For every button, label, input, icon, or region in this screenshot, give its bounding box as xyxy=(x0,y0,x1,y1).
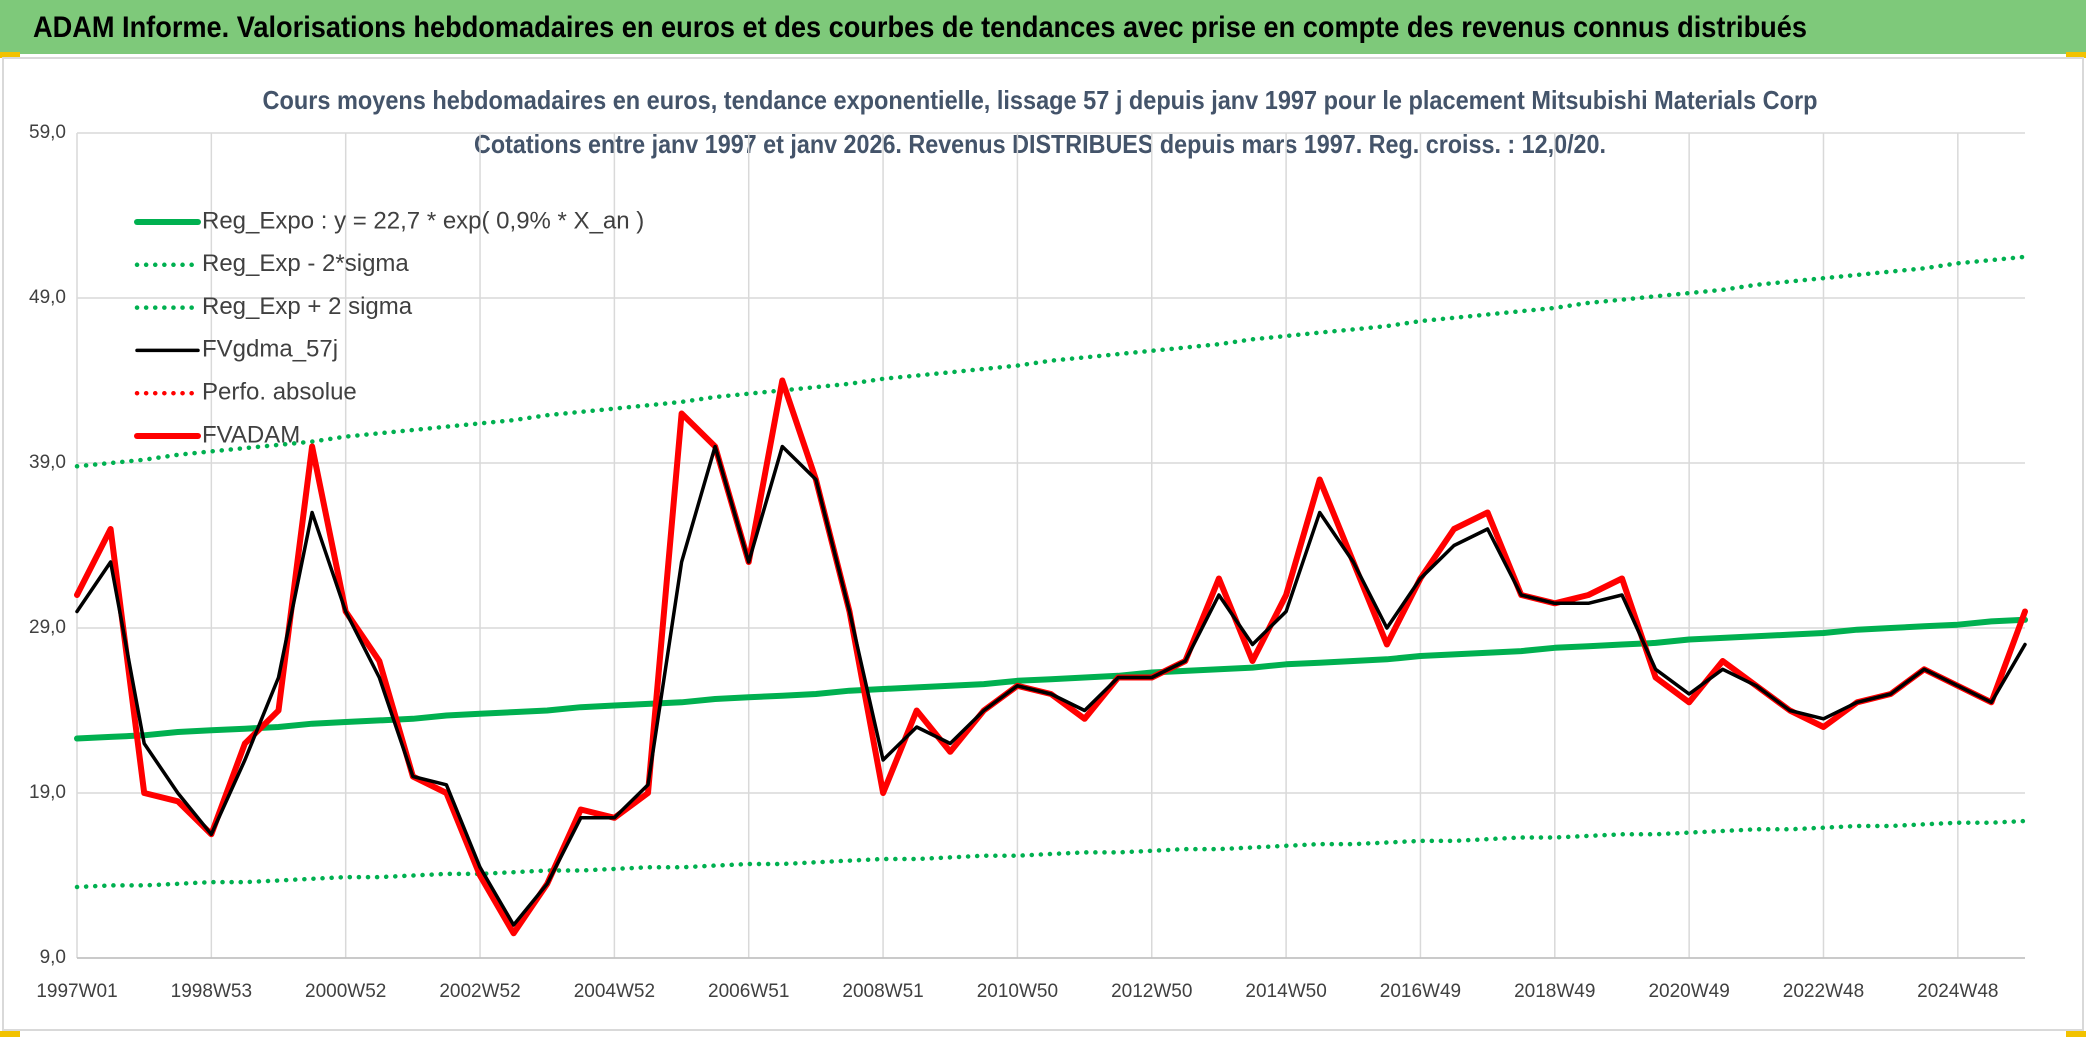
x-tick-label: 2020W49 xyxy=(1648,981,1729,1002)
corner xyxy=(2066,52,2086,58)
y-tick-label: 29,0 xyxy=(29,617,66,638)
x-tick-label: 1997W01 xyxy=(36,981,117,1002)
x-tick-label: 2010W50 xyxy=(977,981,1058,1002)
x-tick-label: 1998W53 xyxy=(171,981,252,1002)
y-tick-label: 19,0 xyxy=(29,782,66,803)
legend-label: Reg_Exp + 2 sigma xyxy=(202,293,413,320)
legend-label: FVgdma_57j xyxy=(202,336,338,363)
legend-label: FVADAM xyxy=(202,421,300,448)
chart-subtitle: Cotations entre janv 1997 et janv 2026. … xyxy=(474,129,1606,159)
legend-label: Reg_Exp - 2*sigma xyxy=(202,250,409,277)
x-tick-label: 2012W50 xyxy=(1111,981,1192,1002)
y-tick-label: 9,0 xyxy=(40,947,66,968)
x-tick-label: 2018W49 xyxy=(1514,981,1595,1002)
series-line xyxy=(75,444,2027,927)
x-tick-label: 2002W52 xyxy=(439,981,520,1002)
corner xyxy=(0,52,20,58)
x-tick-label: 2008W51 xyxy=(842,981,923,1002)
x-tick-label: 2024W48 xyxy=(1917,981,1998,1002)
legend-label: Perfo. absolue xyxy=(202,379,357,406)
x-tick-label: 2000W52 xyxy=(305,981,386,1002)
x-tick-label: 2016W49 xyxy=(1380,981,1461,1002)
series-line xyxy=(74,616,2028,742)
x-tick-label: 2014W50 xyxy=(1245,981,1326,1002)
x-tick-label: 2022W48 xyxy=(1783,981,1864,1002)
chart-frame xyxy=(2,57,2084,1031)
corner xyxy=(0,1031,20,1037)
x-tick-label: 2006W51 xyxy=(708,981,789,1002)
page-title: ADAM Informe. Valorisations hebdomadaire… xyxy=(33,11,1807,44)
y-tick-label: 59,0 xyxy=(29,122,66,143)
x-tick-label: 2004W52 xyxy=(574,981,655,1002)
series-line xyxy=(74,818,2028,890)
series-line xyxy=(74,254,2028,469)
chart-title: Cours moyens hebdomadaires en euros, ten… xyxy=(263,85,1818,115)
header-bar xyxy=(0,0,2086,54)
y-tick-label: 39,0 xyxy=(29,452,66,473)
y-tick-label: 49,0 xyxy=(29,287,66,308)
corner xyxy=(2066,1031,2086,1037)
legend-label: Reg_Expo : y = 22,7 * exp( 0,9% * X_an ) xyxy=(202,207,644,234)
